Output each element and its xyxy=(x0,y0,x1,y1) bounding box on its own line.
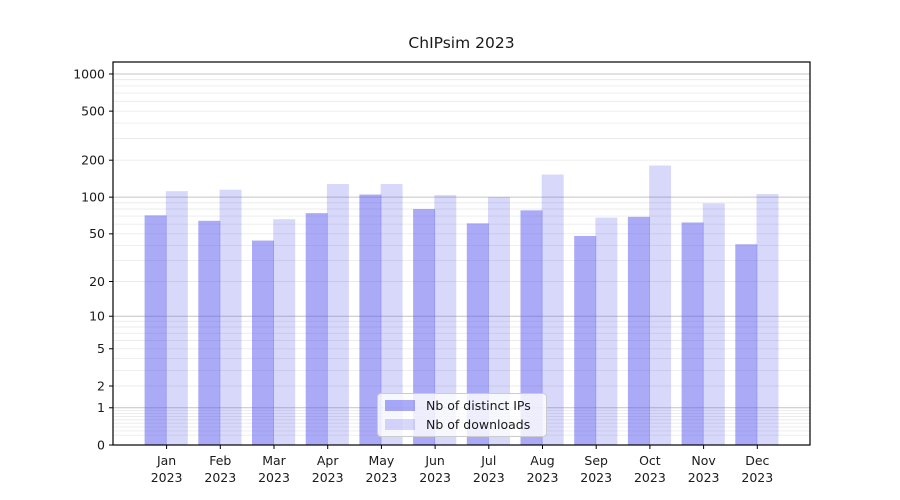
x-tick-label-year: 2023 xyxy=(473,470,505,485)
x-tick-label-month: Oct xyxy=(639,453,661,468)
bar-downloads-Jun xyxy=(434,195,457,445)
legend-item-downloads: Nb of downloads xyxy=(378,416,546,435)
y-tick-label: 10 xyxy=(89,309,105,324)
x-tick-label-year: 2023 xyxy=(527,470,559,485)
bar-distinct-ips-Dec xyxy=(735,244,758,445)
bar-distinct-ips-Jun xyxy=(413,209,436,445)
bar-downloads-Feb xyxy=(219,189,242,445)
bar-downloads-Sep xyxy=(595,217,618,445)
x-tick-label-year: 2023 xyxy=(204,470,236,485)
y-tick-label: 1 xyxy=(97,400,105,415)
x-tick-label-month: Mar xyxy=(262,453,286,468)
legend-label-downloads: Nb of downloads xyxy=(426,417,531,433)
bar-distinct-ips-Sep xyxy=(574,235,597,445)
x-tick-label-month: Feb xyxy=(209,453,231,468)
x-tick-label-month: Jan xyxy=(156,453,176,468)
x-tick-label-year: 2023 xyxy=(258,470,290,485)
y-tick-label: 100 xyxy=(81,189,105,204)
x-tick-label-year: 2023 xyxy=(580,470,612,485)
bar-downloads-Oct xyxy=(649,165,672,445)
bar-downloads-Dec xyxy=(756,194,779,445)
x-tick-label-month: May xyxy=(368,453,394,468)
bar-distinct-ips-Aug xyxy=(520,210,543,445)
y-tick-label: 0 xyxy=(97,437,105,452)
bar-distinct-ips-Apr xyxy=(305,213,328,445)
y-tick-label: 200 xyxy=(81,152,105,167)
x-tick-label-month: Jul xyxy=(480,453,496,468)
x-tick-label-year: 2023 xyxy=(151,470,183,485)
x-tick-label-month: Dec xyxy=(745,453,769,468)
legend-swatch-distinct-ips xyxy=(385,399,415,411)
y-tick-label: 20 xyxy=(89,274,105,289)
bar-downloads-Mar xyxy=(273,219,296,445)
y-tick-label: 50 xyxy=(89,226,105,241)
y-tick-label: 2 xyxy=(97,378,105,393)
bar-distinct-ips-Oct xyxy=(627,216,650,445)
legend-item-distinct-ips: Nb of distinct IPs xyxy=(378,396,546,415)
x-tick-label-month: Jun xyxy=(424,453,445,468)
x-tick-label-year: 2023 xyxy=(688,470,720,485)
x-tick-label-year: 2023 xyxy=(741,470,773,485)
plot-border xyxy=(112,61,811,446)
x-tick-label-month: Aug xyxy=(530,453,554,468)
bar-distinct-ips-Nov xyxy=(681,222,704,445)
bar-distinct-ips-Mar xyxy=(252,240,274,445)
bar-distinct-ips-Jul xyxy=(466,223,489,445)
x-tick-label-month: Nov xyxy=(691,453,716,468)
bar-distinct-ips-Jan xyxy=(144,215,167,445)
y-tick-label: 1000 xyxy=(73,66,105,81)
bar-downloads-Apr xyxy=(326,184,349,445)
bar-distinct-ips-Feb xyxy=(198,220,221,445)
x-tick-label-month: Apr xyxy=(317,453,339,468)
legend-swatch-downloads xyxy=(385,419,415,431)
y-tick-label: 5 xyxy=(97,341,105,356)
x-tick-label-year: 2023 xyxy=(312,470,344,485)
bar-distinct-ips-May xyxy=(359,194,382,445)
chart-title: ChIPsim 2023 xyxy=(408,34,515,52)
x-tick-label-year: 2023 xyxy=(419,470,451,485)
bar-downloads-May xyxy=(380,184,403,445)
bar-downloads-Jul xyxy=(488,197,510,445)
legend-label-distinct-ips: Nb of distinct IPs xyxy=(426,397,531,413)
bar-downloads-Jan xyxy=(165,191,188,445)
bar-downloads-Aug xyxy=(541,174,564,445)
y-tick-label: 500 xyxy=(81,103,105,118)
x-tick-label-year: 2023 xyxy=(365,470,397,485)
x-tick-label-year: 2023 xyxy=(634,470,666,485)
x-tick-label-month: Sep xyxy=(584,453,608,468)
bar-downloads-Nov xyxy=(702,203,725,445)
chart-legend: Nb of distinct IPs Nb of downloads xyxy=(377,393,547,437)
